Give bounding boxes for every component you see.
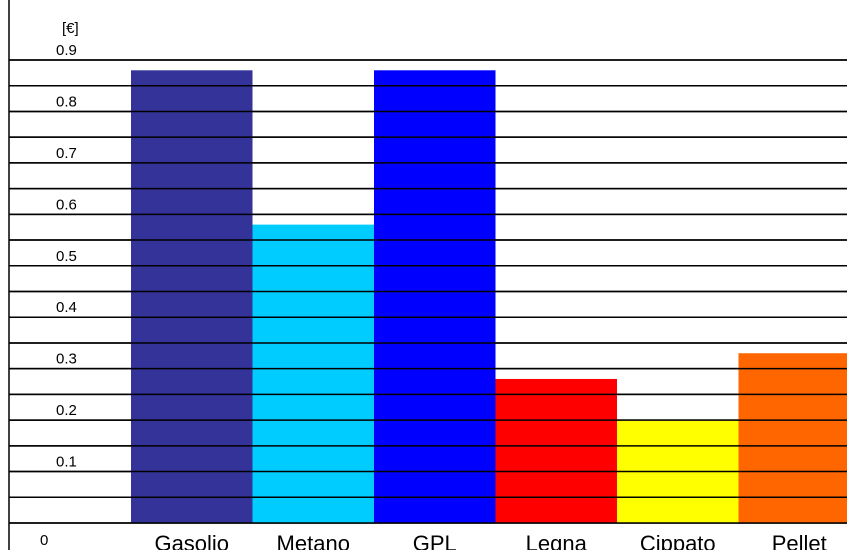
x-category-label: Cippato [640, 531, 716, 550]
y-tick-label: 0.3 [56, 351, 77, 368]
bars [9, 59, 847, 524]
x-category-label: Gasolio [154, 531, 229, 550]
bar-pellet [738, 353, 847, 523]
y-tick-label: 0.6 [56, 196, 77, 213]
x-category-labels: Gasolio Metano GPL Legna Cippato Pellet [154, 531, 826, 550]
y-tick-label: 0.9 [56, 42, 77, 59]
x-category-label: Legna [526, 531, 588, 550]
y-tick-label: 0 [40, 532, 48, 549]
y-tick-label: 0.4 [56, 299, 77, 316]
y-tick-label: 0.1 [56, 454, 77, 471]
bar-gasolio [131, 70, 253, 524]
bar-legna [495, 378, 617, 523]
y-tick-label: 0.8 [56, 93, 77, 110]
y-tick-label: 0.7 [56, 145, 77, 162]
x-category-label: GPL [413, 531, 457, 550]
x-category-label: Metano [277, 531, 350, 550]
y-tick-label: 0.5 [56, 248, 77, 265]
y-tick-labels: 0 0.1 0.2 0.3 0.4 0.5 0.6 0.7 0.8 0.9 [40, 42, 77, 549]
bar-gpl [374, 70, 496, 524]
y-unit-label: [€] [62, 20, 79, 37]
y-tick-label: 0.2 [56, 402, 77, 419]
x-category-label: Pellet [772, 531, 827, 550]
bar-metano [252, 224, 374, 523]
